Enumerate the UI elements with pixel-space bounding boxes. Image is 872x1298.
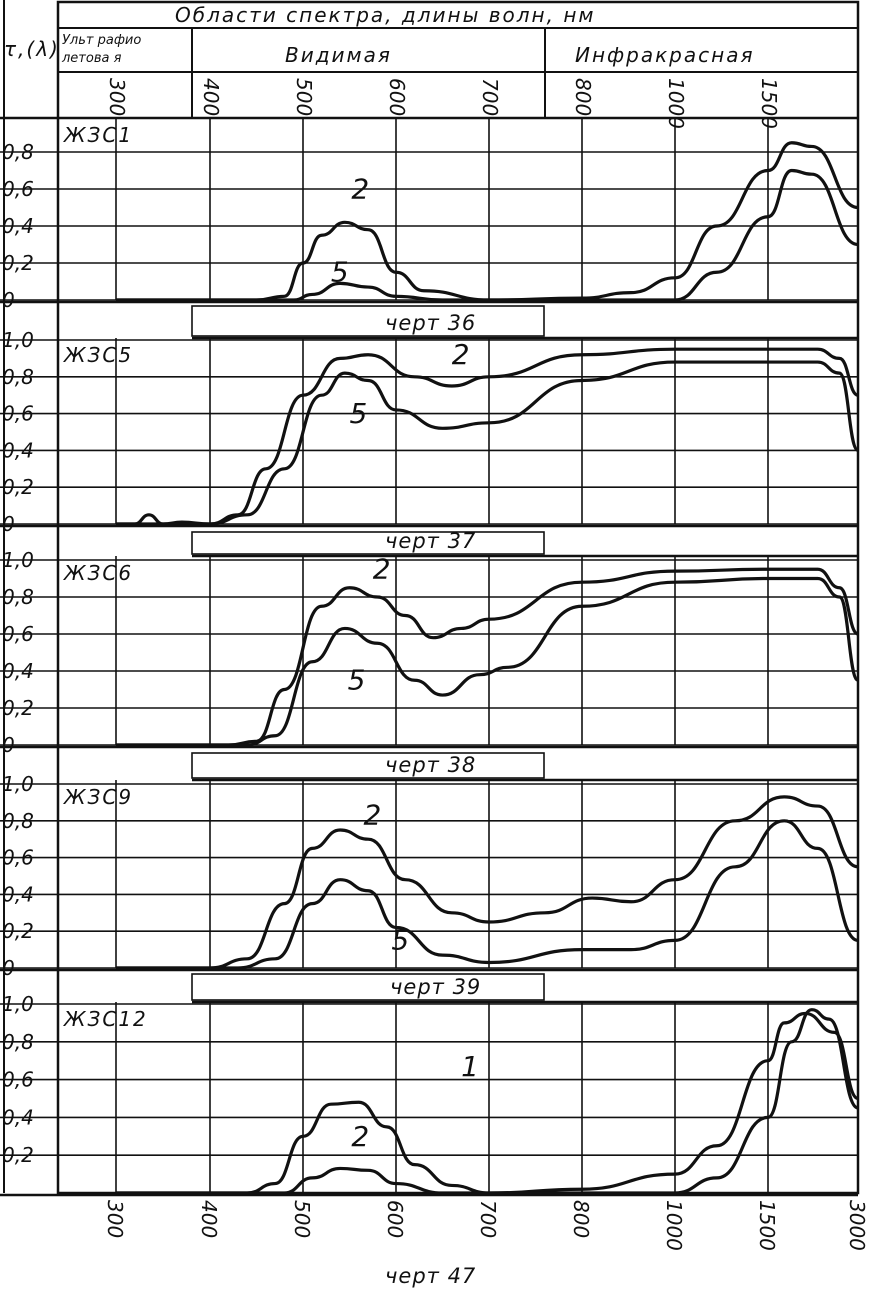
bottom-x-tick-label: 600 <box>383 1200 407 1238</box>
region-uv-line1: Ульт рафио <box>62 33 141 48</box>
series-label: 2 <box>452 338 470 371</box>
header-x-tick-label: 500 <box>292 78 316 116</box>
series-line-1 <box>116 1011 859 1195</box>
series-line-5 <box>115 819 859 970</box>
panel-caption: черт 38 <box>385 753 476 777</box>
bottom-x-tick-label: 700 <box>476 1200 500 1238</box>
y-tick-label: 0,6 <box>2 846 34 870</box>
series-line-5 <box>115 168 859 302</box>
header-title: Области спектра, длины волн, нм <box>175 3 596 27</box>
bottom-x-tick-label: 300 <box>103 1200 127 1238</box>
y-tick-label: 1,0 <box>2 772 34 796</box>
y-tick-label: 0,2 <box>2 696 34 720</box>
y-tick-label: 0,2 <box>2 475 34 499</box>
header-x-tick-label: 1000 <box>664 78 688 129</box>
series-line-2 <box>116 567 859 747</box>
y-tick-label: 0,6 <box>2 622 34 646</box>
y-tick-label: 0,8 <box>2 140 34 164</box>
series-label: 5 <box>391 924 409 957</box>
y-tick-label: 0,4 <box>2 214 34 238</box>
y-tick-label: 0,2 <box>2 1143 34 1167</box>
y-tick-label: 1,0 <box>2 328 34 352</box>
series-label: 2 <box>351 1120 369 1153</box>
bottom-x-tick-label: 800 <box>569 1200 593 1238</box>
y-tick-label: 1,0 <box>2 992 34 1016</box>
y-tick-label: 0,4 <box>2 882 34 906</box>
panel-name: ЖЗС12 <box>62 1007 148 1031</box>
y-tick-label: 1,0 <box>2 548 34 572</box>
series-line-2 <box>116 347 859 526</box>
header-x-tick-label: 400 <box>199 78 223 116</box>
panel-caption: черт 37 <box>385 529 476 553</box>
series-line-5 <box>116 360 860 526</box>
panel-name: ЖЗС9 <box>62 785 133 809</box>
y-tick-label: 0,6 <box>2 1068 34 1092</box>
panel-name: ЖЗС1 <box>62 123 133 147</box>
header-x-tick-label: 300 <box>105 78 129 116</box>
series-label: 1 <box>461 1050 479 1083</box>
region-visible: Видимая <box>285 43 392 67</box>
region-uv-line2: летова я <box>61 51 122 66</box>
series-label: 2 <box>373 553 391 586</box>
y-tick-label: 0,8 <box>2 1030 34 1054</box>
footer-caption: черт 47 <box>385 1264 476 1288</box>
series-line-2 <box>116 1008 859 1195</box>
y-tick-label: 0,8 <box>2 809 34 833</box>
panel-caption-box <box>191 973 545 1001</box>
bottom-x-tick-label: 1500 <box>755 1200 779 1251</box>
series-line-2 <box>115 141 859 302</box>
header-x-tick-label: 600 <box>385 78 409 116</box>
y-tick-label: 0 <box>2 512 15 536</box>
y-tick-label: 0,2 <box>2 919 34 943</box>
bottom-x-tick-label: 500 <box>290 1200 314 1238</box>
bottom-x-tick-label: 3000 <box>845 1200 869 1251</box>
bottom-x-tick-label: 1000 <box>662 1200 686 1251</box>
header-x-tick-label: 800 <box>571 78 595 116</box>
region-infrared: Инфракрасная <box>575 43 754 67</box>
series-label: 5 <box>350 397 368 430</box>
chart-content: 3003004004005005006006007007008008001000… <box>0 78 869 1251</box>
panel-name: ЖЗС6 <box>62 561 133 585</box>
y-tick-label: 0,4 <box>2 438 34 462</box>
panel-name: ЖЗС5 <box>62 343 133 367</box>
series-line-5 <box>116 576 860 747</box>
panel-caption: черт 36 <box>385 311 476 335</box>
series-label: 5 <box>331 256 349 289</box>
y-tick-label: 0 <box>2 956 15 980</box>
y-tick-label: 0,6 <box>2 177 34 201</box>
bottom-x-tick-label: 400 <box>197 1200 221 1238</box>
header-x-tick-label: 1500 <box>757 78 781 129</box>
header-x-tick-label: 700 <box>478 78 502 116</box>
series-line-2 <box>115 795 859 970</box>
y-tick-label: 0,2 <box>2 251 34 275</box>
y-tick-label: 0 <box>2 733 15 757</box>
panel-caption-box <box>191 305 545 337</box>
panel-caption: черт 39 <box>390 975 481 999</box>
panel-caption-box <box>191 752 545 779</box>
series-label: 2 <box>351 172 369 205</box>
y-tick-label: 0 <box>2 288 15 312</box>
panel-caption-box <box>191 531 545 555</box>
y-tick-label: 0,4 <box>2 1105 34 1129</box>
y-tick-label: 0,8 <box>2 365 34 389</box>
y-tick-label: 0,4 <box>2 659 34 683</box>
y-axis-label: τ,(λ) <box>4 37 60 61</box>
y-tick-label: 0,8 <box>2 585 34 609</box>
series-label: 2 <box>363 798 381 831</box>
y-tick-label: 0,6 <box>2 402 34 426</box>
series-label: 5 <box>348 664 366 697</box>
